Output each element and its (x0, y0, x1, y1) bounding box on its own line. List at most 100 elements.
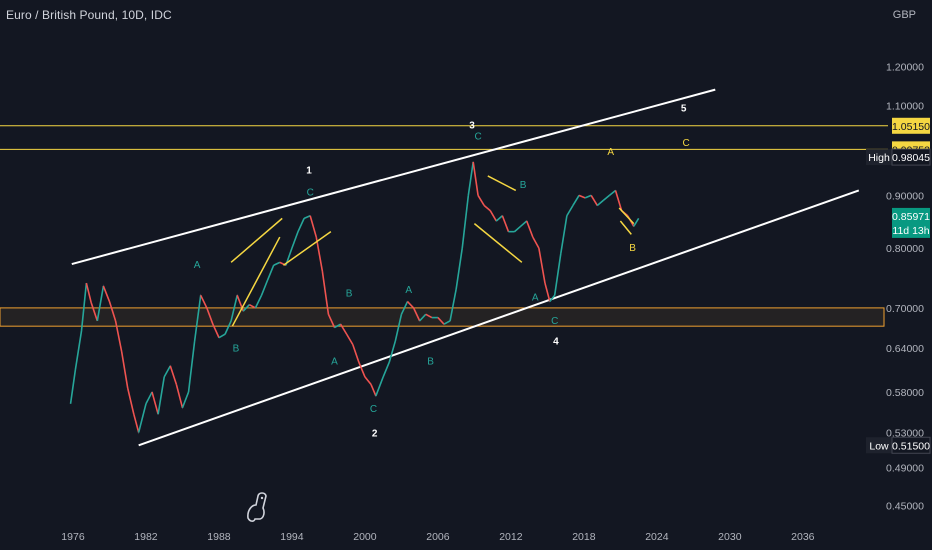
price-segment (151, 391, 159, 415)
y-tick-label: 0.90000 (886, 190, 924, 202)
price-segment (193, 295, 202, 342)
wave-label: B (427, 356, 434, 367)
price-segment (590, 195, 598, 206)
trend-segment-6[interactable] (619, 220, 632, 235)
price-segment (327, 314, 336, 328)
price-segment (181, 391, 190, 409)
x-tick-label: 1976 (61, 531, 85, 543)
logo-eye-icon (260, 496, 264, 500)
price-segment (163, 365, 172, 378)
trend-segment-0[interactable] (231, 236, 281, 327)
trend-segment-3[interactable] (473, 223, 523, 263)
wave-label: A (194, 260, 201, 271)
y-tick-label: 0.70000 (886, 303, 924, 315)
price-segment (412, 307, 421, 322)
price-segment (218, 333, 226, 339)
trend-segment-5[interactable] (618, 207, 635, 225)
wave-label: B (233, 344, 240, 355)
price-segment (614, 190, 623, 211)
x-tick-label: 2036 (791, 531, 815, 543)
price-badge-value: 0.98045 (892, 152, 930, 164)
price-segment (449, 288, 457, 322)
x-tick-label: 2018 (572, 531, 596, 543)
price-segment (578, 194, 586, 199)
price-segment (230, 295, 238, 322)
chart-title: Euro / British Pound, 10D, IDC (6, 8, 172, 22)
price-badge-value: 0.85971 (892, 211, 930, 223)
price-segment (224, 320, 232, 335)
x-tick-label: 2006 (426, 531, 450, 543)
logo-layer (247, 492, 267, 522)
y-tick-label: 0.58000 (886, 387, 924, 399)
y-axis: 0.45000 0.49000 0.53000 0.58000 0.64000 0.700… (886, 62, 924, 513)
price-segment (315, 236, 324, 272)
channel-lines-layer (71, 88, 860, 447)
price-badge-bg (891, 148, 931, 166)
price-segment (544, 282, 551, 302)
price-segment (489, 210, 497, 222)
price-segment (291, 231, 299, 249)
price-segment (96, 285, 105, 322)
x-tick-label: 1988 (207, 531, 231, 543)
price-segment (309, 215, 318, 238)
wave-label: A (405, 285, 412, 296)
price-segment (206, 307, 214, 325)
price-segment (608, 189, 617, 197)
price-segment (114, 320, 123, 352)
x-tick-label: 2012 (499, 531, 523, 543)
wave-label: 3 (469, 121, 475, 132)
x-tick-label: 1994 (280, 531, 304, 543)
price-series-layer (69, 161, 640, 435)
price-badge-countdown: 11d 13h (892, 225, 929, 237)
trend-segment-2[interactable] (282, 231, 332, 266)
wave-label: 4 (553, 337, 559, 348)
tradingview-logo-icon (247, 492, 267, 522)
price-segment (90, 302, 99, 322)
price-badge-bg (892, 207, 930, 238)
price-segment (483, 204, 491, 212)
price-segment (532, 236, 540, 249)
price-segment (584, 194, 592, 199)
wave-label: B (346, 289, 353, 300)
price-segment (375, 376, 384, 397)
wave-label: 5 (681, 104, 687, 115)
price-segment (406, 300, 415, 309)
price-segment (254, 294, 263, 309)
price-segment (80, 282, 88, 331)
price-badge-value: 1.05150 (892, 121, 930, 133)
price-segment (126, 388, 135, 415)
price-segment (572, 195, 580, 206)
price-segment (394, 314, 403, 342)
x-tick-label: 1982 (134, 531, 158, 543)
price-segment (472, 161, 479, 196)
y-tick-label: 0.64000 (886, 343, 924, 355)
wave-label: A (331, 356, 338, 367)
x-tick-label: 2030 (718, 531, 742, 543)
y-tick-label: 0.80000 (886, 243, 924, 255)
wave-label: C (307, 187, 314, 198)
price-segment (549, 294, 556, 303)
price-segment (297, 218, 305, 232)
currency-label: GBP (892, 9, 916, 21)
channel-line-0[interactable] (71, 88, 716, 266)
trend-segments-layer (230, 175, 635, 327)
price-segment (102, 285, 111, 302)
trend-segment-1[interactable] (230, 217, 283, 263)
price-segment (339, 323, 348, 335)
price-segment (321, 270, 330, 315)
price-badge-bg (891, 436, 931, 454)
wave-label: A (607, 147, 614, 158)
price-badge-bg (892, 117, 930, 134)
price-badge-tag: Low (869, 440, 889, 452)
price-segment (566, 205, 574, 217)
price-segment (455, 248, 464, 290)
trend-segment-4[interactable] (487, 175, 517, 192)
price-badge-tag: High (868, 152, 890, 164)
price-segment (602, 194, 610, 202)
channel-line-1[interactable] (138, 189, 860, 447)
price-segment (352, 344, 360, 363)
wave-label: C (551, 316, 558, 327)
